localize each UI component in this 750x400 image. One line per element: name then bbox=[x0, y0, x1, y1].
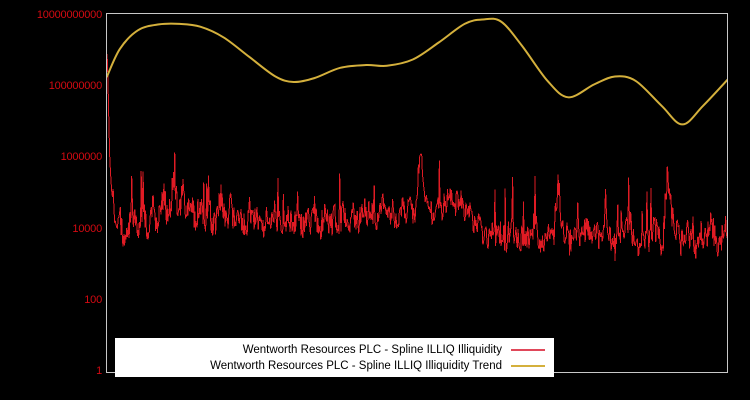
y-tick-label: 1 bbox=[96, 365, 102, 377]
legend-swatch-illiquidity-trend bbox=[511, 364, 545, 367]
illiquidity-trend-line bbox=[107, 17, 727, 126]
chart-legend: Wentworth Resources PLC - Spline ILLIQ I… bbox=[115, 338, 554, 377]
legend-label-illiquidity: Wentworth Resources PLC - Spline ILLIQ I… bbox=[242, 343, 502, 356]
y-axis: 10000000000 100000000 1000000 10000 100 1 bbox=[0, 0, 102, 400]
y-tick-label: 10000 bbox=[72, 222, 102, 235]
legend-entry-illiquidity[interactable]: Wentworth Resources PLC - Spline ILLIQ I… bbox=[120, 342, 549, 357]
y-tick-label: 100000000 bbox=[48, 80, 102, 93]
legend-swatch-illiquidity bbox=[511, 348, 545, 351]
legend-label-illiquidity-trend: Wentworth Resources PLC - Spline ILLIQ I… bbox=[210, 359, 502, 372]
y-tick-label: 10000000000 bbox=[36, 9, 102, 21]
y-tick-label: 100 bbox=[84, 293, 102, 306]
legend-entry-illiquidity-trend[interactable]: Wentworth Resources PLC - Spline ILLIQ I… bbox=[120, 358, 549, 373]
y-tick-label: 1000000 bbox=[60, 151, 103, 164]
illiquidity-series-line bbox=[107, 53, 727, 261]
plot-svg bbox=[107, 17, 727, 261]
plot-area bbox=[106, 13, 728, 373]
